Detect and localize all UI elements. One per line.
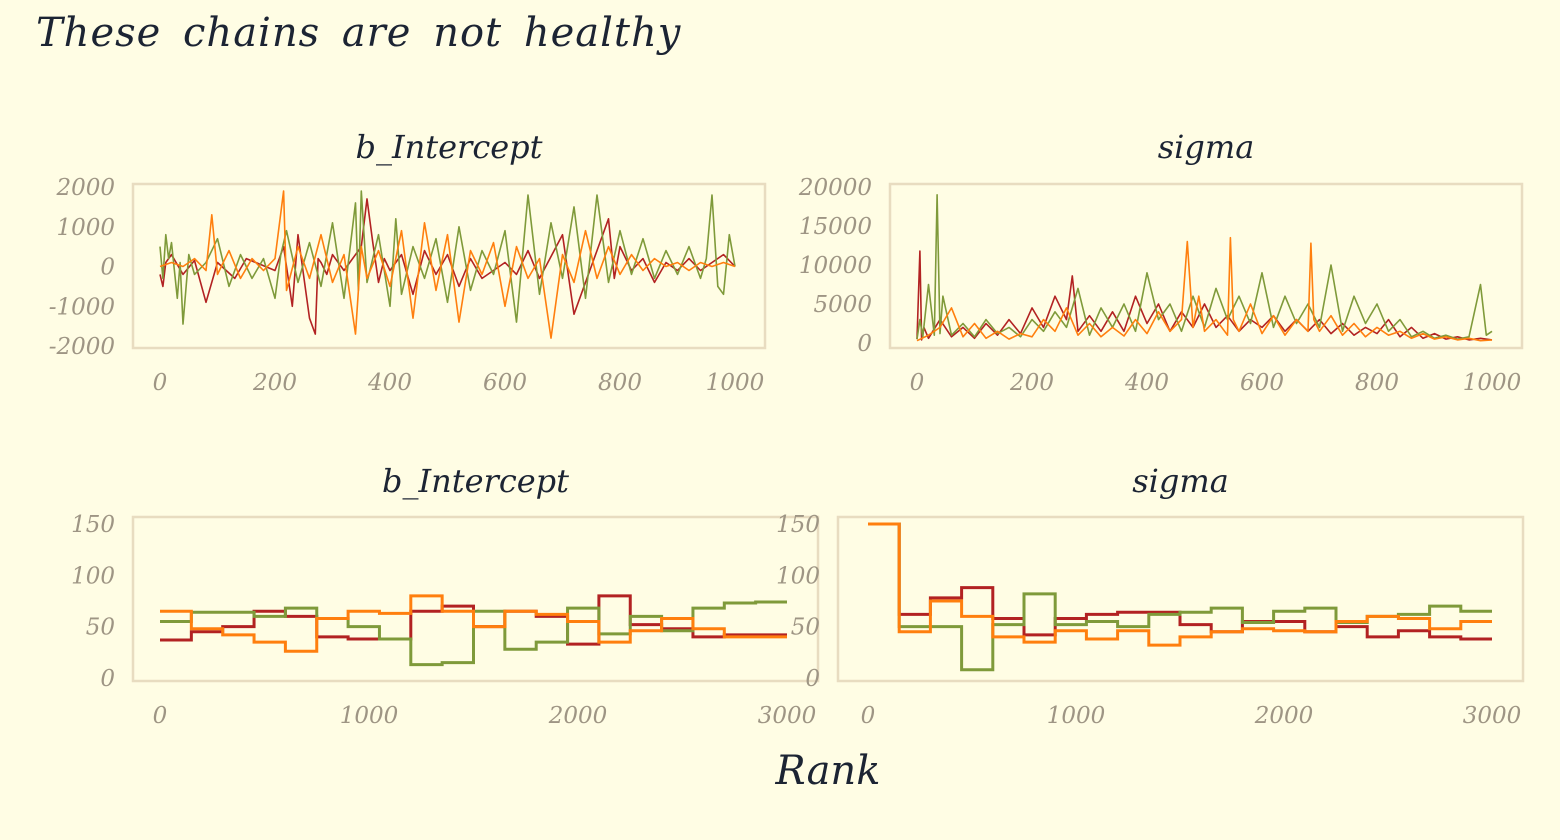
x-tick-label: 1000: [1463, 370, 1522, 396]
panel-frame: [131, 182, 767, 350]
x-tick-label: 800: [1355, 370, 1399, 396]
panel-frame: [888, 182, 1524, 350]
y-tick-label: 5000: [813, 292, 872, 318]
y-tick-label: -1000: [49, 294, 115, 320]
y-tick-label: 0: [805, 666, 820, 692]
panel-title: b_Intercept: [382, 462, 569, 500]
y-tick-label: 150: [776, 512, 820, 538]
x-tick-label: 200: [252, 370, 297, 396]
trace-line-chain-3: [916, 236, 1493, 342]
x-tick-label: 0: [861, 703, 876, 729]
x-tick-label: 1000: [340, 703, 399, 729]
x-tick-label: 400: [1124, 370, 1169, 396]
y-tick-label: 0: [100, 255, 115, 281]
x-tick-label: 0: [153, 370, 168, 396]
x-tick-label: 2000: [548, 703, 608, 729]
y-tick-label: 1000: [56, 215, 115, 241]
x-tick-label: 0: [910, 370, 925, 396]
panel-frame: [836, 515, 1525, 683]
y-tick-label: 20000: [798, 175, 872, 201]
y-tick-label: 15000: [799, 214, 872, 240]
rank-histogram-chain-3: [160, 594, 787, 653]
rank-histogram-chain-1: [868, 522, 1492, 641]
x-tick-label: 3000: [758, 703, 817, 729]
x-tick-label: 800: [598, 370, 642, 396]
panel-2: sigma 20000 15000 10000 5000 0 0 200 400 600 800 10…: [798, 128, 1524, 396]
y-tick-label: -2000: [49, 334, 115, 360]
x-tick-label: 1000: [1047, 703, 1106, 729]
y-tick-label: 50: [791, 615, 820, 641]
y-tick-label: 0: [100, 666, 115, 692]
y-tick-label: 0: [857, 331, 872, 357]
main-title: These chains are not healthy: [36, 10, 682, 56]
x-axis-label: Rank: [775, 748, 881, 794]
x-tick-label: 400: [367, 370, 412, 396]
y-tick-label: 2000: [55, 175, 115, 201]
panel-title: sigma: [1132, 462, 1229, 500]
y-tick-label: 100: [71, 563, 115, 589]
y-tick-label: 100: [776, 563, 820, 589]
trace-line-chain-2: [916, 194, 1493, 340]
y-tick-label: 10000: [799, 253, 872, 279]
x-tick-label: 200: [1009, 370, 1054, 396]
panel-title: sigma: [1158, 128, 1255, 166]
x-tick-label: 600: [483, 370, 527, 396]
panel-title: b_Intercept: [355, 128, 542, 166]
panel-1: b_Intercept 2000 1000 0 -1000 -2000 0 200 400 600…: [49, 128, 767, 396]
rank-histogram-chain-3: [868, 522, 1492, 647]
y-tick-label: 150: [71, 512, 115, 538]
trace-line-chain-2: [159, 190, 736, 325]
x-tick-label: 600: [1240, 370, 1284, 396]
trace-line-chain-3: [159, 190, 736, 339]
x-tick-label: 3000: [1463, 703, 1522, 729]
x-tick-label: 2000: [1254, 703, 1314, 729]
x-tick-label: 1000: [706, 370, 765, 396]
panel-4: sigma 150 100 50 0 0 1000 2000 3000: [776, 462, 1525, 729]
panel-frame: [131, 515, 820, 683]
x-tick-label: 0: [153, 703, 168, 729]
y-tick-label: 50: [86, 615, 115, 641]
